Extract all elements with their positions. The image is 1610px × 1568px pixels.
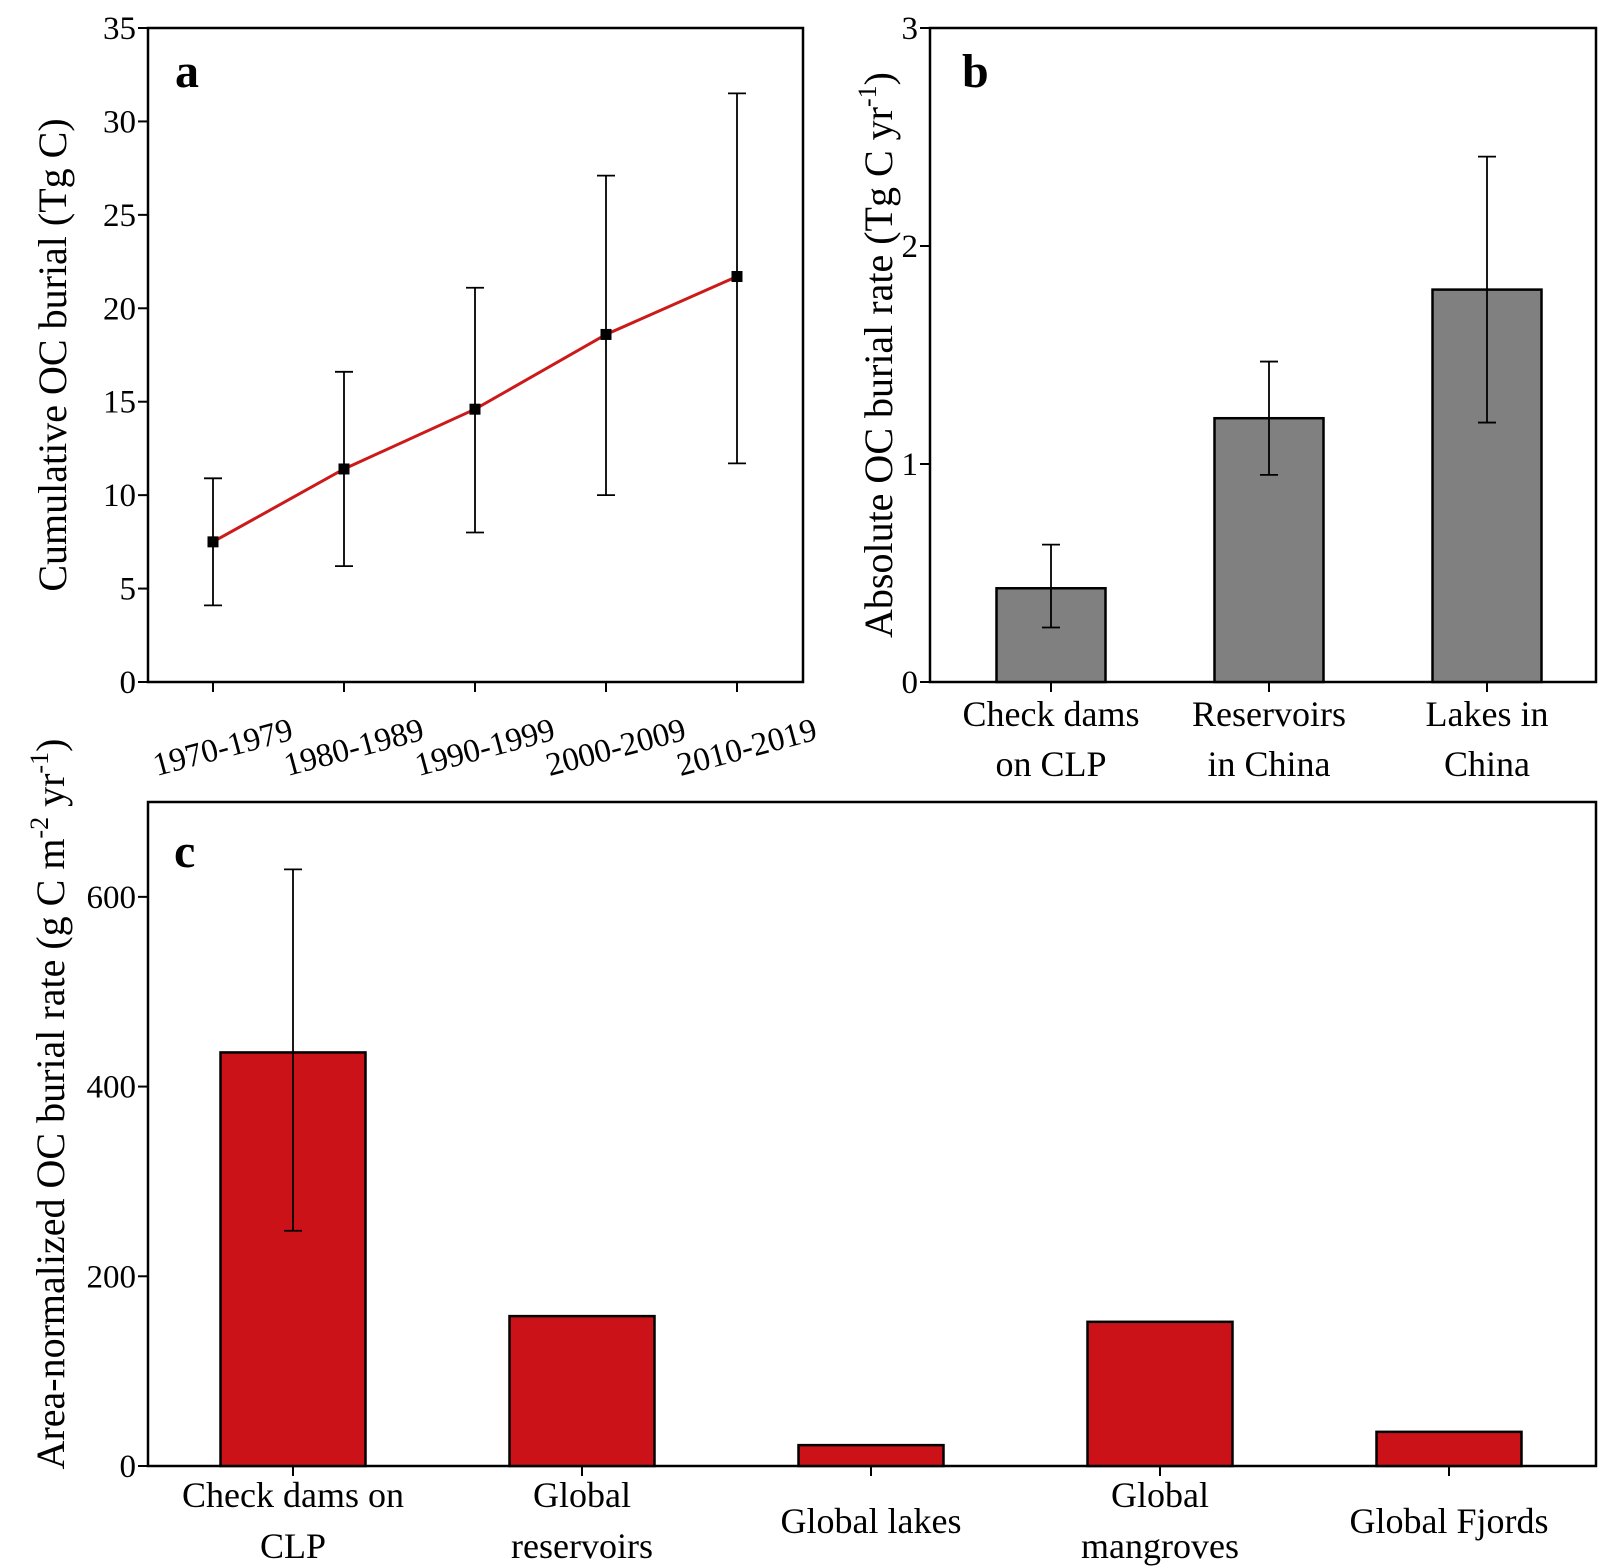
panel-c-y-axis-title-ylabel-sup1: -2 <box>25 817 54 839</box>
panel-a-data-point <box>600 328 612 340</box>
panel-b-y-axis-title-text: Absolute OC burial rate (Tg C yr <box>856 107 901 638</box>
panel-c-y-axis-title-ylabel-mid: yr <box>28 774 73 817</box>
panel-a-data-point <box>731 271 743 283</box>
panel-c-y-tick-label: 600 <box>87 880 137 916</box>
panel-a-data-point <box>469 403 481 415</box>
panel-c-y-axis-title: Area-normalized OC burial rate (g C m-2 … <box>25 739 73 1470</box>
panel-b-y-tick-label: 0 <box>902 665 919 701</box>
panel-c-x-tick-label: Check dams on <box>182 1475 404 1515</box>
panel-c-bar <box>797 1443 945 1468</box>
panel-a-data-point <box>338 463 350 475</box>
panel-a-y-tick-label: 15 <box>103 385 136 421</box>
panel-a-x-tick-label: 2000-2009 <box>542 712 689 784</box>
panel-c-x-tick-label: Global Fjords <box>1349 1501 1548 1541</box>
panel-b-x-tick-label: Check dams <box>963 694 1140 734</box>
panel-c-bar <box>508 1314 656 1468</box>
panel-a-y-tick-label: 5 <box>120 572 137 608</box>
panel-c-x-tick-label: CLP <box>260 1526 326 1566</box>
panel-a-y-tick-label: 10 <box>103 478 136 514</box>
panel-b-x-tick-label: in China <box>1208 744 1331 784</box>
panel-b-x-tick-label: China <box>1444 744 1530 784</box>
panel-c-y-tick-label: 200 <box>87 1259 137 1295</box>
panel-b-x-tick-label: Reservoirs <box>1192 694 1346 734</box>
panel-c-chart: 0 200 400 600 Check dams on CLP Global reservoi… <box>25 739 1598 1566</box>
panel-c-letter: c <box>174 825 195 878</box>
panel-a-y-axis-title: Cumulative OC burial (Tg C) <box>30 118 75 591</box>
panel-c-y-axis-title-ylabel-sup2: -1 <box>25 752 54 774</box>
panel-b-y-tick-label: 2 <box>902 229 919 265</box>
panel-c-x-tick-label: Global <box>1111 1475 1209 1515</box>
panel-b-y-axis-title: Absolute OC burial rate (Tg C yr-1) <box>853 72 901 638</box>
panel-a-x-tick-label: 1970-1979 <box>149 712 296 784</box>
panel-a-y-tick-label: 30 <box>103 104 136 140</box>
panel-a-y-tick-label: 25 <box>103 198 136 234</box>
panel-a-y-tick-label: 20 <box>103 291 136 327</box>
panel-b-y-tick-label: 1 <box>902 447 919 483</box>
panel-a-x-tick-label: 2010-2019 <box>673 712 820 784</box>
panel-c-bar <box>1375 1430 1523 1468</box>
panel-b-y-axis-title-superscript: -1 <box>853 85 882 107</box>
panel-a-y-tick-label: 0 <box>120 665 137 701</box>
panel-c-bar <box>1086 1320 1234 1468</box>
panel-b-y-tick-label: 3 <box>902 11 919 47</box>
panel-a-data-point <box>207 536 219 548</box>
panel-a-x-tick-label: 1990-1999 <box>411 712 558 784</box>
panel-b-y-axis-title-end: ) <box>856 72 901 85</box>
panel-c-y-axis-title-ylabel: Area-normalized OC burial rate (g C m <box>28 839 73 1470</box>
panel-b-x-tick-label: on CLP <box>995 744 1106 784</box>
panel-c-y-tick-label: 400 <box>87 1070 137 1106</box>
panel-a-chart: 0 5 10 15 20 25 30 35 1970-19791980-19891990-199… <box>30 11 821 784</box>
panel-c-x-tick-label: mangroves <box>1081 1526 1239 1566</box>
panel-c-y-axis-title-ylabel-end: ) <box>28 739 73 752</box>
panel-c-x-tick-label: Global <box>533 1475 631 1515</box>
panel-c-y-tick-label: 0 <box>120 1449 137 1485</box>
panel-a-letter: a <box>175 45 199 98</box>
panel-c-x-tick-label: Global lakes <box>781 1501 962 1541</box>
panel-a-x-tick-label: 1980-1989 <box>280 712 427 784</box>
panel-b-chart: 0 1 2 3 Check dams on CLP Reservoirs in China La… <box>853 11 1598 784</box>
panel-b-letter: b <box>962 45 989 98</box>
panel-c-x-tick-label: reservoirs <box>511 1526 653 1566</box>
panel-b-x-tick-label: Lakes in <box>1426 694 1549 734</box>
panel-a-y-tick-label: 35 <box>103 11 136 47</box>
